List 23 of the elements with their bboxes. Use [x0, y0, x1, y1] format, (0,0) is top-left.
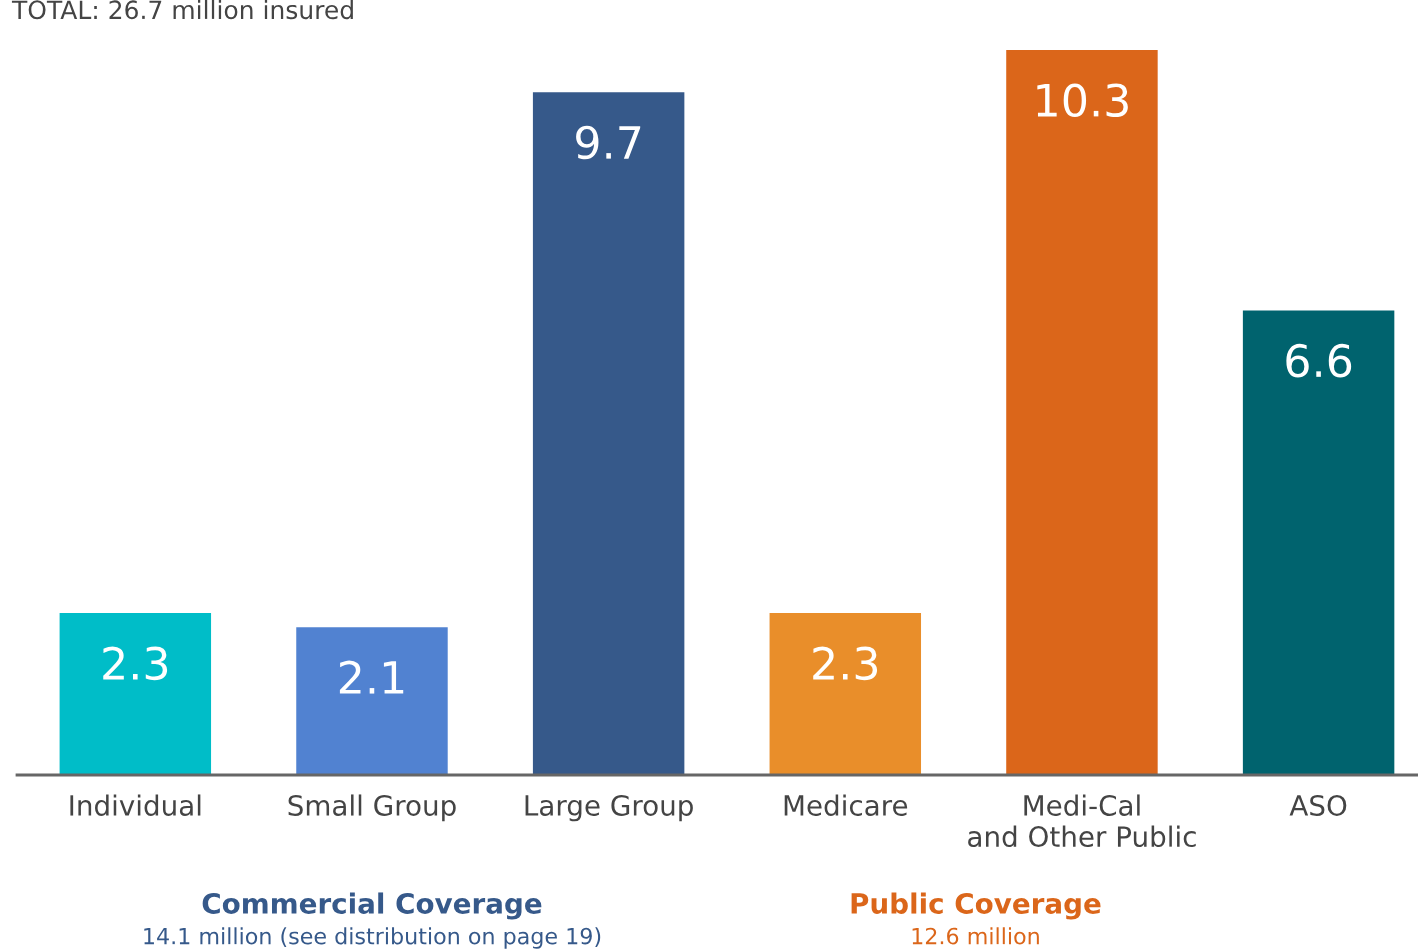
bar — [769, 613, 922, 775]
data-label: 2.1 — [339, 660, 404, 694]
data-label: 6.6 — [1286, 343, 1352, 378]
bar — [296, 627, 448, 775]
bar — [59, 613, 212, 775]
text: Commercial Coverage — [202, 892, 542, 920]
data-label: 2.3 — [103, 646, 168, 681]
text: 14.1 million (see distribution on page 19) — [144, 927, 601, 949]
x-tick-label: Small Group — [288, 794, 456, 822]
x-tick-label: Medi-Cal and Other Public — [968, 794, 1196, 848]
bar — [532, 92, 685, 775]
bar — [1242, 310, 1395, 775]
bar — [1006, 50, 1158, 775]
text: 12.6 million — [912, 927, 1039, 945]
x-tick-label: Large Group — [525, 794, 693, 822]
x-tick-label: Individual — [70, 794, 201, 816]
data-label: 2.3 — [813, 646, 878, 681]
x-tick-label: ASO — [1289, 794, 1347, 816]
x-tick-label: Medicare — [784, 794, 908, 816]
chart-title: TOTAL: 26.7 million insured — [11, 0, 353, 20]
data-label: 9.7 — [576, 125, 641, 160]
data-label: 10.3 — [1037, 83, 1128, 118]
text: Public Coverage — [851, 892, 1101, 920]
